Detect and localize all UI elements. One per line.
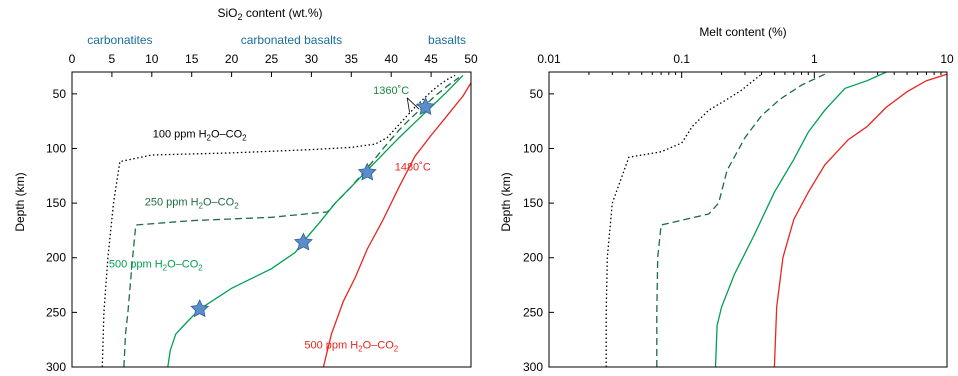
right-y-tick-label: 150 [523, 196, 543, 210]
star-marker [416, 97, 435, 115]
left-group-label: carbonated basalts [241, 33, 342, 47]
right-x-tick-label: 0.01 [537, 52, 561, 66]
left-x-tick-label: 40 [385, 52, 399, 66]
star-marker [190, 299, 209, 317]
right-x-ticks: 0.01 0.1 1 10 [537, 52, 954, 78]
left-annotation: 1360˚C [373, 85, 409, 97]
annotation-pointer [406, 97, 420, 110]
left-annotation: 250 ppm H2O–CO2 [145, 196, 239, 210]
right-series-h500g [714, 71, 887, 368]
annotation-pointer [406, 97, 410, 113]
left-y-tick-label: 100 [46, 141, 66, 155]
right-series [605, 71, 948, 368]
left-y-tick-label: 300 [46, 360, 66, 374]
left-series-h500r [322, 82, 472, 368]
right-y-tick-label: 100 [523, 141, 543, 155]
left-x-tick-label: 50 [464, 52, 478, 66]
right-plot-frame [548, 71, 948, 368]
left-annotation: 500 ppm H2O–CO2 [109, 259, 203, 273]
left-series-h500g [167, 74, 464, 368]
right-series-h100 [605, 73, 762, 367]
right-y-tick-label: 200 [523, 251, 543, 265]
right-y-tick-label: 300 [523, 360, 543, 374]
left-x-tick-label: 35 [345, 52, 359, 66]
left-annotation: 100 ppm H2O–CO2 [153, 129, 247, 143]
left-x-tick-label: 20 [225, 52, 239, 66]
right-y-tick-label: 50 [530, 87, 544, 101]
left-x-tick-label: 25 [265, 52, 279, 66]
left-x-tick-label: 45 [424, 52, 438, 66]
left-group-label: basalts [428, 33, 466, 47]
left-x-tick-label: 30 [305, 52, 319, 66]
left-annotations: 1360˚C 1480˚C 100 ppm H2O–CO2 250 ppm H2O–C… [109, 85, 431, 354]
right-x-tick-label: 0.1 [673, 52, 690, 66]
left-x-tick-label: 15 [185, 52, 199, 66]
right-series-h500r [773, 73, 948, 368]
left-group-label: carbonatites [87, 33, 152, 47]
left-y-tick-label: 200 [46, 251, 66, 265]
left-y-tick-label: 50 [53, 87, 67, 101]
left-y-ticks: 50 100 150 200 250 300 [46, 87, 77, 374]
left-annotation: 1480˚C [395, 161, 431, 173]
left-annotation: 500 ppm H2O–CO2 [304, 339, 398, 353]
left-group-labels: carbonatites carbonated basalts basalts [87, 33, 466, 47]
right-y-ticks: 50 100 150 200 250 300 [523, 87, 554, 374]
left-x-tick-label: 10 [145, 52, 159, 66]
left-series-h250 [123, 76, 460, 368]
right-panel: Melt content (%) 0.01 0.1 1 10 50 100 150 200 2… [499, 25, 954, 374]
left-panel: SiO2 content (wt.%) carbonatites carbonat… [13, 6, 478, 374]
left-x-axis-title: SiO2 content (wt.%) [217, 6, 322, 22]
left-y-tick-label: 250 [46, 305, 66, 319]
right-x-tick-label: 10 [940, 52, 954, 66]
right-y-tick-label: 250 [523, 305, 543, 319]
star-marker [294, 232, 313, 251]
left-x-tick-label: 0 [69, 52, 76, 66]
left-y-tick-label: 150 [46, 196, 66, 210]
left-x-tick-label: 5 [109, 52, 116, 66]
left-x-ticks: 0 5 10 15 20 25 30 35 40 45 50 [69, 52, 478, 77]
left-series-h100 [101, 74, 456, 368]
left-plot-frame [71, 71, 472, 368]
right-x-tick-label: 1 [811, 52, 818, 66]
right-series-h250 [656, 73, 826, 367]
right-y-axis-title: Depth (km) [499, 172, 513, 231]
left-series [101, 74, 472, 368]
right-x-axis-title: Melt content (%) [699, 25, 786, 39]
left-y-axis-title: Depth (km) [13, 172, 27, 231]
